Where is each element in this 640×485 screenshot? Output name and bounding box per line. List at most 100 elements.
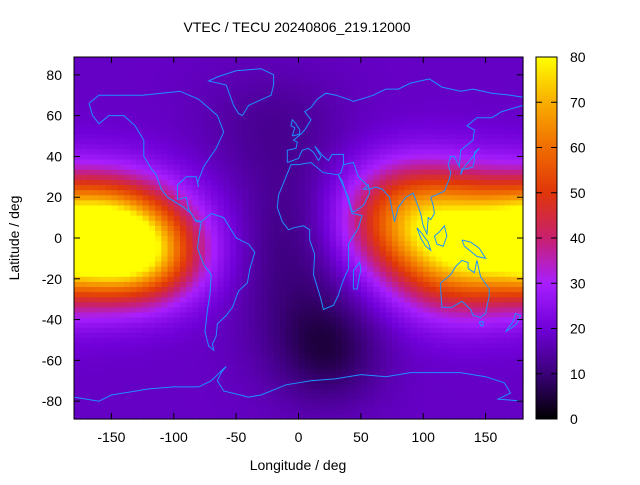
heatmap-cell <box>485 77 493 84</box>
heatmap-cell <box>404 347 412 354</box>
heatmap-cell <box>485 342 493 349</box>
heatmap-cell <box>286 271 293 277</box>
heatmap-cell <box>448 378 456 384</box>
heatmap-cell <box>410 240 418 247</box>
heatmap-cell <box>279 255 287 262</box>
heatmap-cell <box>410 118 418 124</box>
heatmap-cell <box>261 291 268 298</box>
heatmap-cell <box>317 138 325 145</box>
heatmap-cell <box>148 352 156 359</box>
heatmap-cell <box>429 413 437 420</box>
heatmap-cell <box>242 327 250 333</box>
heatmap-cell <box>298 107 306 114</box>
heatmap-cell <box>98 204 106 211</box>
heatmap-cell <box>261 82 268 89</box>
heatmap-cell <box>92 143 100 150</box>
heatmap-cell <box>248 215 256 221</box>
heatmap-cell <box>385 398 393 405</box>
heatmap-cell <box>342 230 349 237</box>
heatmap-cell <box>223 368 231 374</box>
heatmap-cell <box>180 235 187 242</box>
heatmap-cell <box>485 179 493 186</box>
heatmap-cell <box>329 317 337 323</box>
heatmap-cell <box>423 107 431 114</box>
heatmap-cell <box>392 209 399 216</box>
heatmap-cell <box>248 296 256 303</box>
heatmap-cell <box>204 327 212 333</box>
heatmap-cell <box>466 57 474 63</box>
heatmap-cell <box>398 286 406 293</box>
heatmap-cell <box>86 204 94 211</box>
heatmap-cell <box>192 255 200 262</box>
heatmap-cell <box>392 383 399 390</box>
heatmap-cell <box>117 102 125 109</box>
heatmap-cell <box>317 189 325 196</box>
heatmap-cell <box>323 194 331 201</box>
heatmap-cell <box>204 281 212 288</box>
heatmap-cell <box>98 184 106 191</box>
heatmap-cell <box>117 373 125 379</box>
heatmap-cell <box>466 153 474 160</box>
heatmap-cell <box>473 138 480 145</box>
heatmap-cell <box>441 133 449 140</box>
heatmap-cell <box>229 332 237 339</box>
heatmap-cell <box>392 184 399 191</box>
heatmap-cell <box>360 143 368 150</box>
heatmap-cell <box>173 72 181 78</box>
heatmap-cell <box>435 92 443 99</box>
heatmap-cell <box>148 271 156 277</box>
heatmap-cell <box>117 332 125 339</box>
heatmap-cell <box>410 276 418 282</box>
heatmap-cell <box>323 82 331 89</box>
heatmap-cell <box>335 398 343 405</box>
heatmap-cell <box>373 240 381 247</box>
heatmap-cell <box>254 378 262 384</box>
heatmap-cell <box>335 322 343 328</box>
heatmap-cell <box>360 413 368 420</box>
heatmap-cell <box>98 383 106 390</box>
heatmap-cell <box>329 235 337 242</box>
heatmap-cell <box>460 230 468 237</box>
heatmap-cell <box>385 204 393 211</box>
heatmap-cell <box>354 286 362 293</box>
heatmap-cell <box>385 148 393 155</box>
heatmap-cell <box>204 230 212 237</box>
heatmap-cell <box>479 67 487 73</box>
heatmap-cell <box>310 97 318 104</box>
heatmap-cell <box>142 260 150 267</box>
heatmap-cell <box>498 291 505 298</box>
heatmap-cell <box>448 311 456 318</box>
heatmap-cell <box>173 240 181 247</box>
heatmap-cell <box>410 220 418 226</box>
heatmap-cell <box>485 245 493 252</box>
heatmap-cell <box>423 215 431 221</box>
heatmap-cell <box>142 255 150 262</box>
heatmap-cell <box>248 291 256 298</box>
heatmap-cell <box>167 347 175 354</box>
heatmap-cell <box>105 317 113 323</box>
heatmap-cell <box>298 271 306 277</box>
heatmap-cell <box>466 393 474 400</box>
heatmap-cell <box>441 357 449 364</box>
heatmap-cell <box>142 281 150 288</box>
heatmap-cell <box>173 296 181 303</box>
heatmap-cell <box>217 311 225 318</box>
heatmap-cell <box>161 209 169 216</box>
heatmap-cell <box>192 179 200 186</box>
heatmap-cell <box>379 383 387 390</box>
heatmap-cell <box>292 230 300 237</box>
heatmap-cell <box>180 296 187 303</box>
heatmap-cell <box>298 204 306 211</box>
heatmap-cell <box>111 352 119 359</box>
heatmap-cell <box>248 194 256 201</box>
heatmap-cell <box>360 301 368 308</box>
heatmap-cell <box>410 72 418 78</box>
heatmap-cell <box>292 378 300 384</box>
heatmap-cell <box>429 72 437 78</box>
heatmap-cell <box>92 77 100 84</box>
heatmap-cell <box>348 77 356 84</box>
heatmap-cell <box>329 184 337 191</box>
heatmap-cell <box>111 62 119 68</box>
heatmap-cell <box>329 102 337 109</box>
heatmap-cell <box>491 408 499 415</box>
